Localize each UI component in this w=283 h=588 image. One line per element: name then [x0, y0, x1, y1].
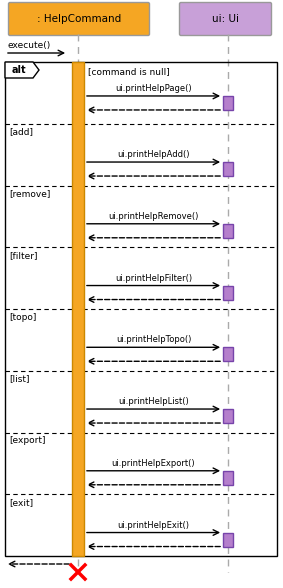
Bar [223, 224, 233, 238]
Text: [topo]: [topo] [9, 312, 37, 322]
Text: [add]: [add] [9, 127, 33, 136]
Bar [223, 286, 233, 299]
Text: ui.printHelpTopo(): ui.printHelpTopo() [116, 335, 191, 345]
Bar [72, 62, 84, 556]
Bar [223, 162, 233, 176]
Text: ui.printHelpRemove(): ui.printHelpRemove() [108, 212, 199, 220]
Text: ui.printHelpPage(): ui.printHelpPage() [115, 84, 192, 93]
Polygon shape [5, 62, 39, 78]
Text: ui.printHelpList(): ui.printHelpList() [118, 397, 189, 406]
Text: ui.printHelpExit(): ui.printHelpExit() [117, 520, 190, 530]
Text: [exit]: [exit] [9, 498, 33, 507]
Text: execute(): execute() [7, 41, 50, 50]
Bar [223, 409, 233, 423]
Bar [223, 471, 233, 485]
Text: ui.printHelpFilter(): ui.printHelpFilter() [115, 273, 192, 283]
Bar [223, 96, 233, 110]
Text: ui.printHelpAdd(): ui.printHelpAdd() [117, 150, 190, 159]
Bar [5, 62, 277, 556]
Text: [export]: [export] [9, 436, 46, 445]
Text: [remove]: [remove] [9, 189, 50, 198]
FancyBboxPatch shape [8, 2, 149, 35]
Bar [223, 348, 233, 361]
Text: [command is null]: [command is null] [88, 68, 170, 76]
Text: : HelpCommand: : HelpCommand [37, 14, 121, 24]
Bar [223, 533, 233, 546]
Text: ui.printHelpExport(): ui.printHelpExport() [112, 459, 195, 468]
Text: ui: Ui: ui: Ui [212, 14, 239, 24]
Text: [list]: [list] [9, 374, 29, 383]
Text: [filter]: [filter] [9, 250, 38, 260]
FancyBboxPatch shape [179, 2, 271, 35]
Text: alt: alt [12, 65, 26, 75]
